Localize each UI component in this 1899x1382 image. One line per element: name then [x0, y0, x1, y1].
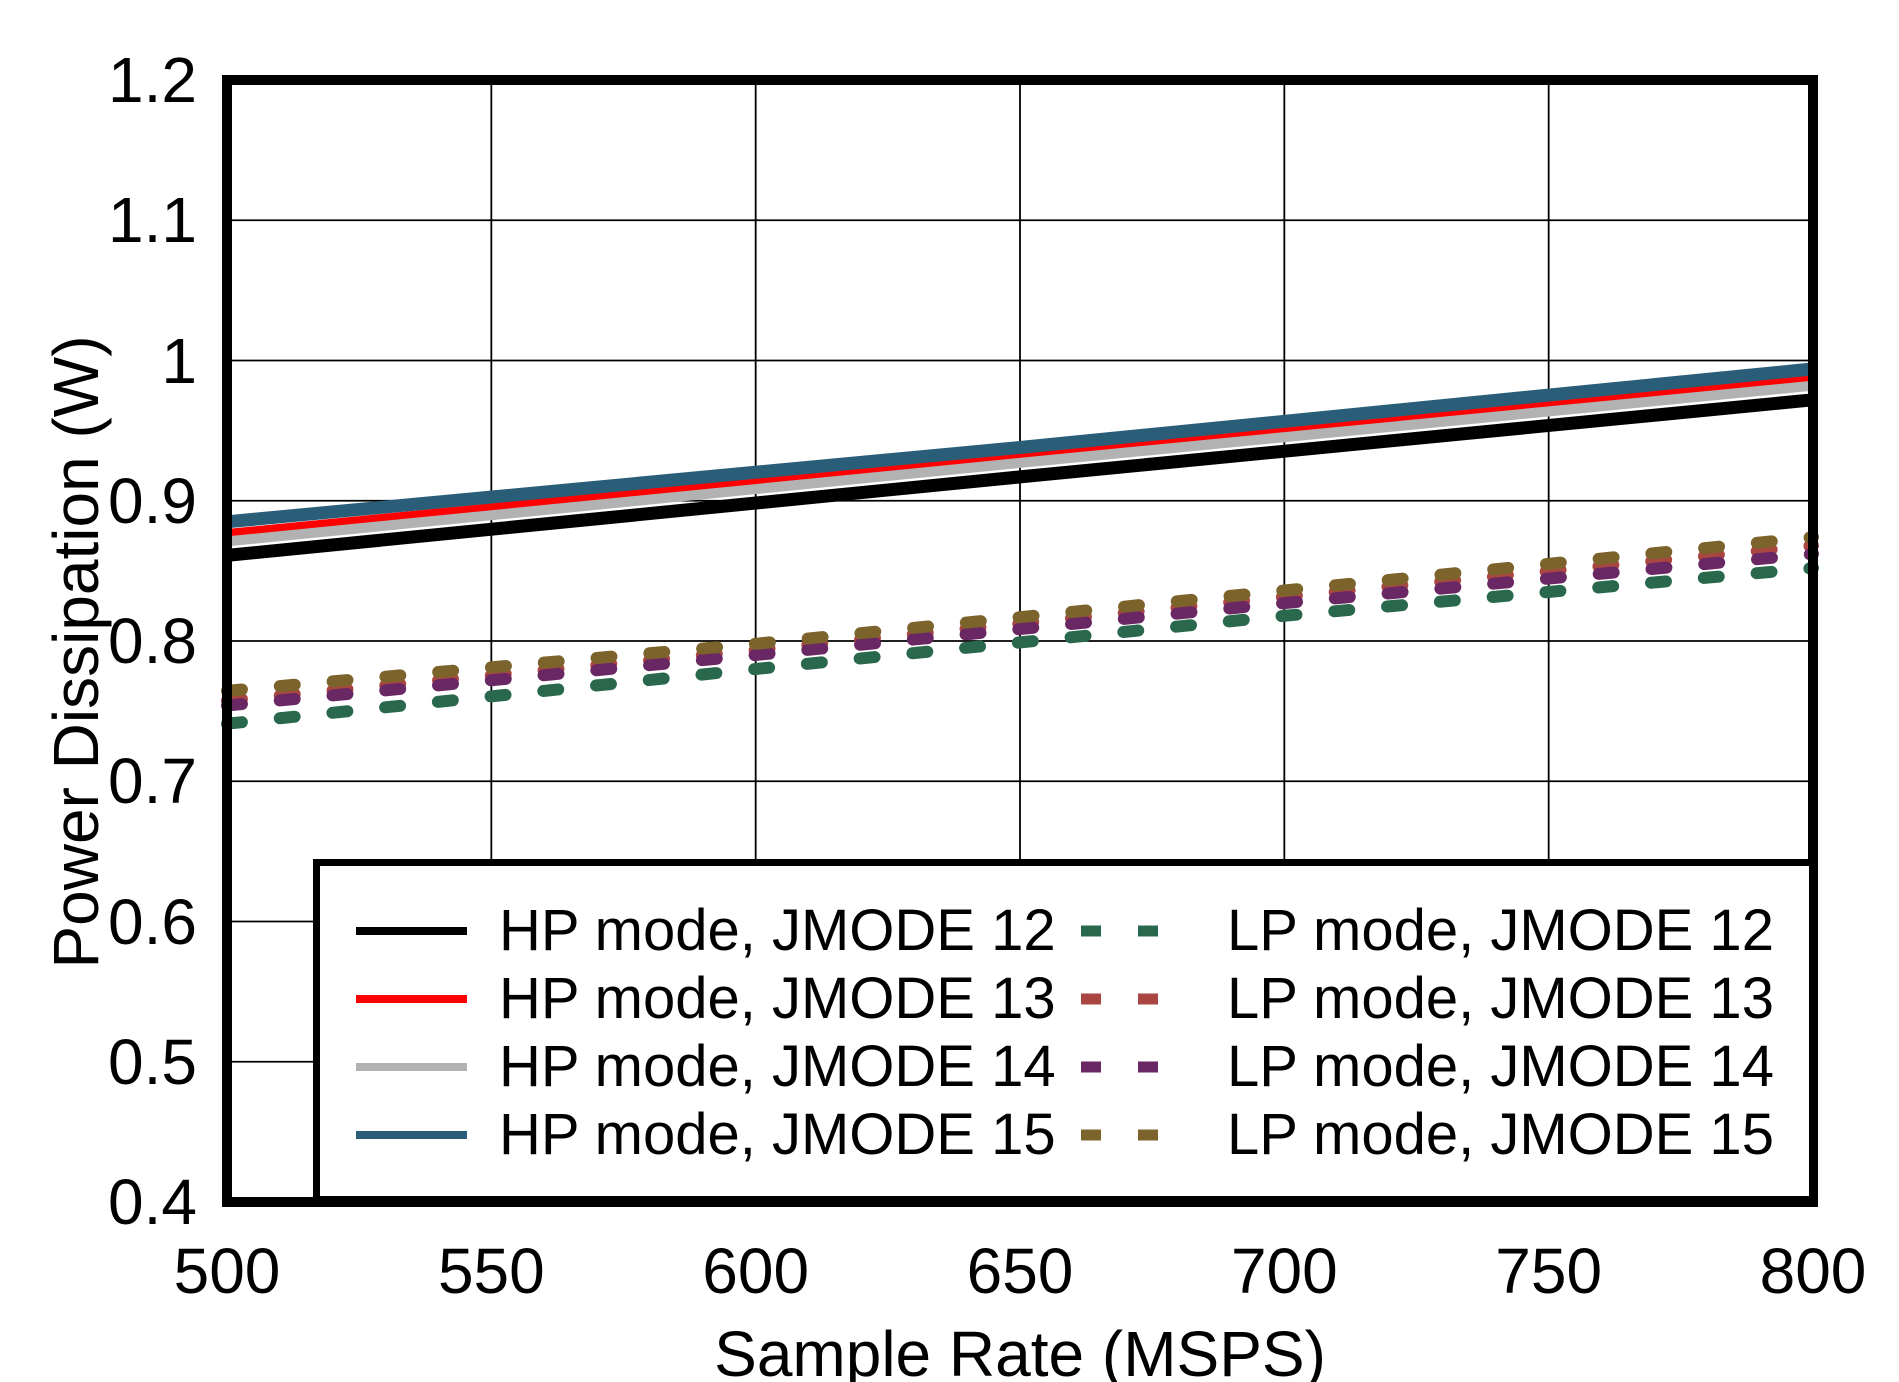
x-axis-title: Sample Rate (MSPS): [714, 1318, 1326, 1382]
lp-dashed-line-sample-icon: [1081, 925, 1159, 937]
legend-label: LP mode, JMODE 14: [1227, 1034, 1774, 1099]
y-tick-label: 0.7: [108, 745, 197, 818]
y-tick-label: 1.2: [108, 44, 197, 116]
legend-item: LP mode, JMODE 13: [1081, 965, 1774, 1033]
legend-label: LP mode, JMODE 15: [1227, 1102, 1774, 1167]
series-line-hp-jmode-15: [226, 362, 1814, 529]
legend-item: LP mode, JMODE 14: [1081, 1033, 1774, 1101]
legend-column-hp: HP mode, JMODE 12 HP mode, JMODE 13 HP m…: [354, 897, 1056, 1169]
hp-solid-line-sample-icon: [356, 1063, 467, 1071]
legend-label: HP mode, JMODE 12: [499, 898, 1056, 963]
legend: HP mode, JMODE 12 HP mode, JMODE 13 HP m…: [313, 859, 1816, 1203]
lp-dashed-line-sample-icon: [1081, 1129, 1159, 1141]
lp-dashed-line-sample-icon: [1081, 993, 1159, 1005]
y-tick-label: 0.8: [108, 605, 197, 677]
series-line-lp-jmode-15: [221, 531, 1819, 697]
y-tick-label: 1: [161, 324, 197, 397]
legend-column-lp: LP mode, JMODE 12 LP mode, JMODE 13 LP m…: [1081, 897, 1774, 1169]
legend-item: LP mode, JMODE 12: [1081, 897, 1774, 965]
series-line-lp-jmode-14: [221, 548, 1819, 712]
lp-dashed-line-sample-icon: [1081, 1061, 1159, 1073]
x-tick-label: 650: [966, 1235, 1074, 1307]
series-line-lp-jmode-12: [221, 562, 1819, 730]
y-tick-label: 0.9: [108, 464, 197, 537]
legend-label: HP mode, JMODE 15: [499, 1102, 1056, 1167]
x-tick-label: 750: [1495, 1235, 1603, 1307]
y-tick-label: 0.6: [108, 885, 197, 958]
legend-item: HP mode, JMODE 13: [354, 965, 1056, 1033]
legend-item: HP mode, JMODE 14: [354, 1033, 1056, 1101]
legend-item: HP mode, JMODE 15: [354, 1101, 1056, 1169]
x-tick-label: 550: [437, 1235, 545, 1307]
legend-label: LP mode, JMODE 12: [1227, 898, 1774, 963]
legend-item: LP mode, JMODE 15: [1081, 1101, 1774, 1169]
hp-solid-line-sample-icon: [356, 1131, 467, 1139]
legend-label: HP mode, JMODE 13: [499, 966, 1056, 1031]
hp-solid-line-sample-icon: [356, 995, 467, 1003]
series-line-hp-jmode-12: [226, 393, 1814, 562]
y-tick-label: 0.4: [108, 1166, 197, 1238]
x-tick-label: 700: [1230, 1235, 1338, 1307]
x-tick-label: 500: [173, 1235, 281, 1307]
y-tick-label: 0.5: [108, 1025, 197, 1098]
hp-solid-line-sample-icon: [356, 927, 467, 935]
series-line-hp-jmode-13: [226, 373, 1814, 537]
series-line-hp-jmode-14: [226, 380, 1814, 547]
x-tick-label: 800: [1759, 1235, 1867, 1307]
y-tick-label: 1.1: [108, 184, 197, 257]
legend-item: HP mode, JMODE 12: [354, 897, 1056, 965]
x-tick-label: 600: [702, 1235, 810, 1307]
legend-label: LP mode, JMODE 13: [1227, 966, 1774, 1031]
legend-label: HP mode, JMODE 14: [499, 1034, 1056, 1099]
